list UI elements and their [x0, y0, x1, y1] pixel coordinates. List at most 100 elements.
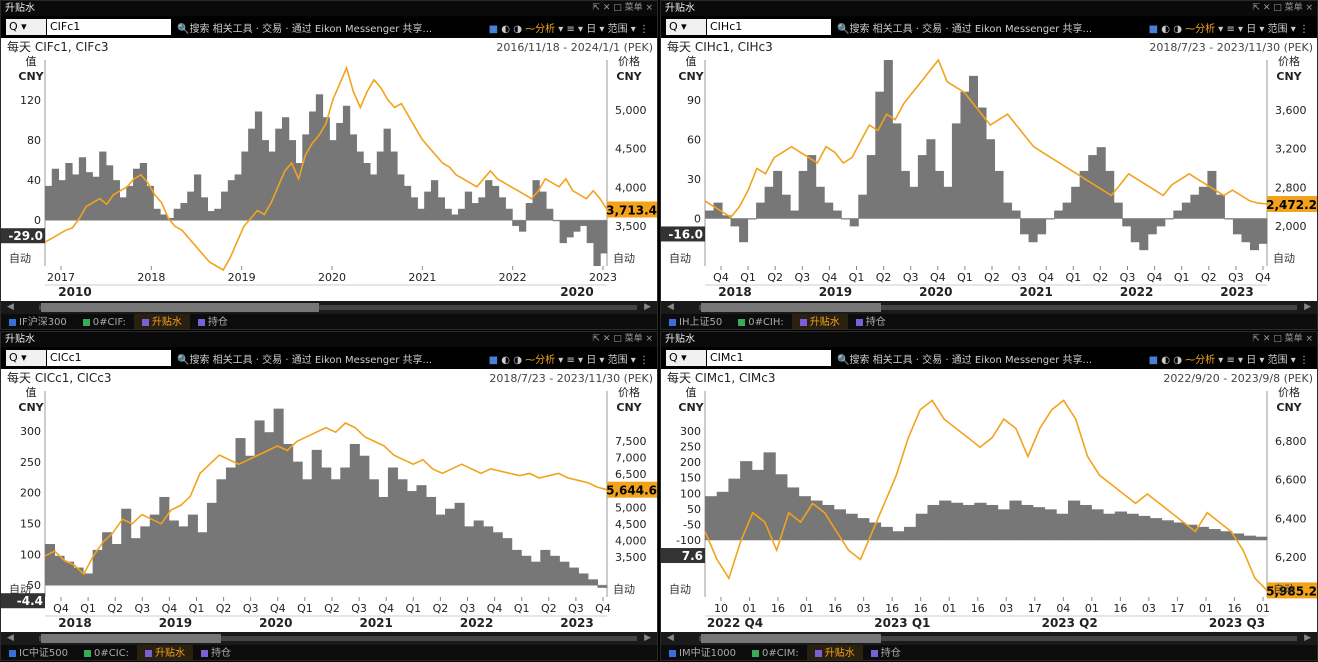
scroll-track[interactable] — [699, 636, 1297, 641]
ric-input[interactable]: CIFc1 — [47, 19, 171, 35]
toolbar-menu[interactable]: 🔍搜索 相关工具 · 交易 · 通过 Eikon Messenger 共享... — [837, 24, 1093, 35]
chart-area[interactable]: 每天 CIHc1, CIHc3 2018/7/23 - 2023/11/30 (P… — [661, 38, 1317, 301]
scroll-right-icon[interactable]: ▶ — [1304, 302, 1311, 312]
spread-bar — [1045, 218, 1055, 220]
toolbar-menu[interactable]: 🔍搜索 相关工具 · 交易 · 通过 Eikon Messenger 共享... — [177, 355, 433, 366]
search-type-dropdown[interactable]: Q ▾ — [666, 350, 706, 366]
analysis-icon[interactable]: ⁓分析 — [525, 355, 556, 366]
x-tick-label: 01 — [1199, 602, 1213, 615]
search-type-dropdown[interactable]: Q ▾ — [6, 19, 46, 35]
time-scrollbar[interactable]: ◀ ▶ — [1, 301, 657, 314]
x-tick-label: 2018 — [137, 271, 165, 284]
save-icon[interactable]: ■ — [488, 24, 499, 35]
tab-icon — [855, 318, 863, 326]
tab-2[interactable]: 升贴水 — [137, 645, 194, 660]
analysis-icon[interactable]: ⁓分析 — [1185, 355, 1216, 366]
spread-bar — [187, 514, 198, 586]
toolbar-icons[interactable]: ■ ◐ ◑ ⁓分析 ▾ ≡ ▾ 日 ▾ 范围 ▾ ⋮ — [1148, 24, 1309, 35]
save-icon[interactable]: ■ — [488, 355, 499, 366]
spread-bar — [722, 215, 732, 219]
spread-bar — [498, 197, 506, 221]
search-type-dropdown[interactable]: Q ▾ — [666, 19, 706, 35]
toolbar-menu[interactable]: 🔍搜索 相关工具 · 交易 · 通过 Eikon Messenger 共享... — [177, 24, 433, 35]
x-group-label: 2020 — [259, 616, 292, 630]
scroll-thumb[interactable] — [701, 634, 881, 643]
scroll-track[interactable] — [39, 305, 637, 310]
scroll-thumb[interactable] — [41, 634, 221, 643]
time-scrollbar[interactable]: ◀ ▶ — [661, 301, 1317, 314]
tab-0[interactable]: IM中证1000 — [661, 645, 744, 660]
scroll-thumb[interactable] — [701, 303, 881, 312]
tab-3[interactable]: 持仓 — [190, 314, 236, 329]
toolbar-icons[interactable]: ■ ◐ ◑ ⁓分析 ▾ ≡ ▾ 日 ▾ 范围 ▾ ⋮ — [488, 24, 649, 35]
spread-bar — [376, 151, 385, 221]
chart-area[interactable]: 每天 CIMc1, CIMc3 2022/9/20 - 2023/9/8 (PEK… — [661, 369, 1317, 632]
spread-bar — [454, 502, 465, 586]
tab-2[interactable]: 升贴水 — [133, 314, 190, 329]
spread-bar — [739, 218, 749, 243]
tab-label: 升贴水 — [809, 317, 840, 328]
scroll-right-icon[interactable]: ▶ — [644, 633, 651, 643]
save-icon[interactable]: ■ — [1148, 355, 1159, 366]
tab-1[interactable]: 0#CIM: — [744, 645, 807, 660]
window-controls[interactable]: ⇱ ✕ □ 菜单 × — [1252, 3, 1313, 13]
ric-input[interactable]: CIMc1 — [707, 350, 831, 366]
scroll-right-icon[interactable]: ▶ — [1304, 633, 1311, 643]
spread-bar — [133, 168, 141, 221]
tab-1[interactable]: 0#CIC: — [76, 645, 137, 660]
window-controls[interactable]: ⇱ ✕ □ 菜单 × — [592, 3, 653, 13]
analysis-icon[interactable]: ⁓分析 — [525, 24, 556, 35]
scroll-left-icon[interactable]: ◀ — [7, 302, 14, 312]
tab-2[interactable]: 升贴水 — [791, 314, 848, 329]
tab-icon — [799, 318, 807, 326]
scroll-right-icon[interactable]: ▶ — [644, 302, 651, 312]
tab-3[interactable]: 持仓 — [193, 645, 239, 660]
tab-2[interactable]: 升贴水 — [806, 645, 863, 660]
spread-bar — [342, 105, 351, 221]
spread-bar — [1255, 536, 1268, 541]
ric-input[interactable]: CICc1 — [47, 350, 171, 366]
spread-bar — [245, 455, 256, 586]
tab-1[interactable]: 0#CIF: — [75, 314, 134, 329]
toolbar-icons[interactable]: ■ ◐ ◑ ⁓分析 ▾ ≡ ▾ 日 ▾ 范围 ▾ ⋮ — [1148, 355, 1309, 366]
x-tick-label: 01 — [800, 602, 814, 615]
toolbar-icons[interactable]: ■ ◐ ◑ ⁓分析 ▾ ≡ ▾ 日 ▾ 范围 ▾ ⋮ — [488, 355, 649, 366]
window-controls[interactable]: ⇱ ✕ □ 菜单 × — [592, 334, 653, 344]
left-axis-unit: CNY — [18, 401, 44, 414]
scroll-track[interactable] — [699, 305, 1297, 310]
time-scrollbar[interactable]: ◀ ▶ — [1, 632, 657, 645]
x-tick-label: 16 — [771, 602, 785, 615]
scroll-left-icon[interactable]: ◀ — [7, 633, 14, 643]
price-line — [704, 399, 1268, 591]
window-controls[interactable]: ⇱ ✕ □ 菜单 × — [1252, 334, 1313, 344]
scroll-left-icon[interactable]: ◀ — [667, 302, 674, 312]
tab-0[interactable]: IF沪深300 — [1, 314, 75, 329]
toolbar-menu[interactable]: 🔍搜索 相关工具 · 交易 · 通过 Eikon Messenger 共享... — [837, 355, 1093, 366]
left-axis-title: 值 — [686, 386, 697, 399]
scroll-track[interactable] — [39, 636, 637, 641]
spread-bar — [216, 479, 227, 586]
time-scrollbar[interactable]: ◀ ▶ — [661, 632, 1317, 645]
tab-0[interactable]: IH上证50 — [661, 314, 730, 329]
tab-1[interactable]: 0#CIH: — [730, 314, 792, 329]
x-tick-label: 01 — [743, 602, 757, 615]
spread-bar — [917, 155, 927, 219]
scroll-left-icon[interactable]: ◀ — [667, 633, 674, 643]
chart-area[interactable]: 每天 CIFc1, CIFc3 2016/11/18 - 2024/1/1 (PE… — [1, 38, 657, 301]
spread-bar — [539, 191, 547, 221]
save-icon[interactable]: ■ — [1148, 24, 1159, 35]
analysis-icon[interactable]: ⁓分析 — [1185, 24, 1216, 35]
spread-bar — [92, 176, 100, 221]
tab-0[interactable]: IC中证500 — [1, 645, 76, 660]
scroll-thumb[interactable] — [41, 303, 319, 312]
spread-bar — [329, 140, 337, 221]
search-type-dropdown[interactable]: Q ▾ — [6, 350, 46, 366]
spread-bar — [786, 487, 800, 541]
tab-3[interactable]: 持仓 — [863, 645, 909, 660]
right-tick-label: 7,000 — [615, 452, 647, 465]
tab-3[interactable]: 持仓 — [848, 314, 894, 329]
last-price-value: 5,985.2 — [1266, 584, 1317, 598]
spread-bar — [126, 185, 134, 221]
chart-area[interactable]: 每天 CICc1, CICc3 2018/7/23 - 2023/11/30 (P… — [1, 369, 657, 632]
ric-input[interactable]: CIHc1 — [707, 19, 831, 35]
